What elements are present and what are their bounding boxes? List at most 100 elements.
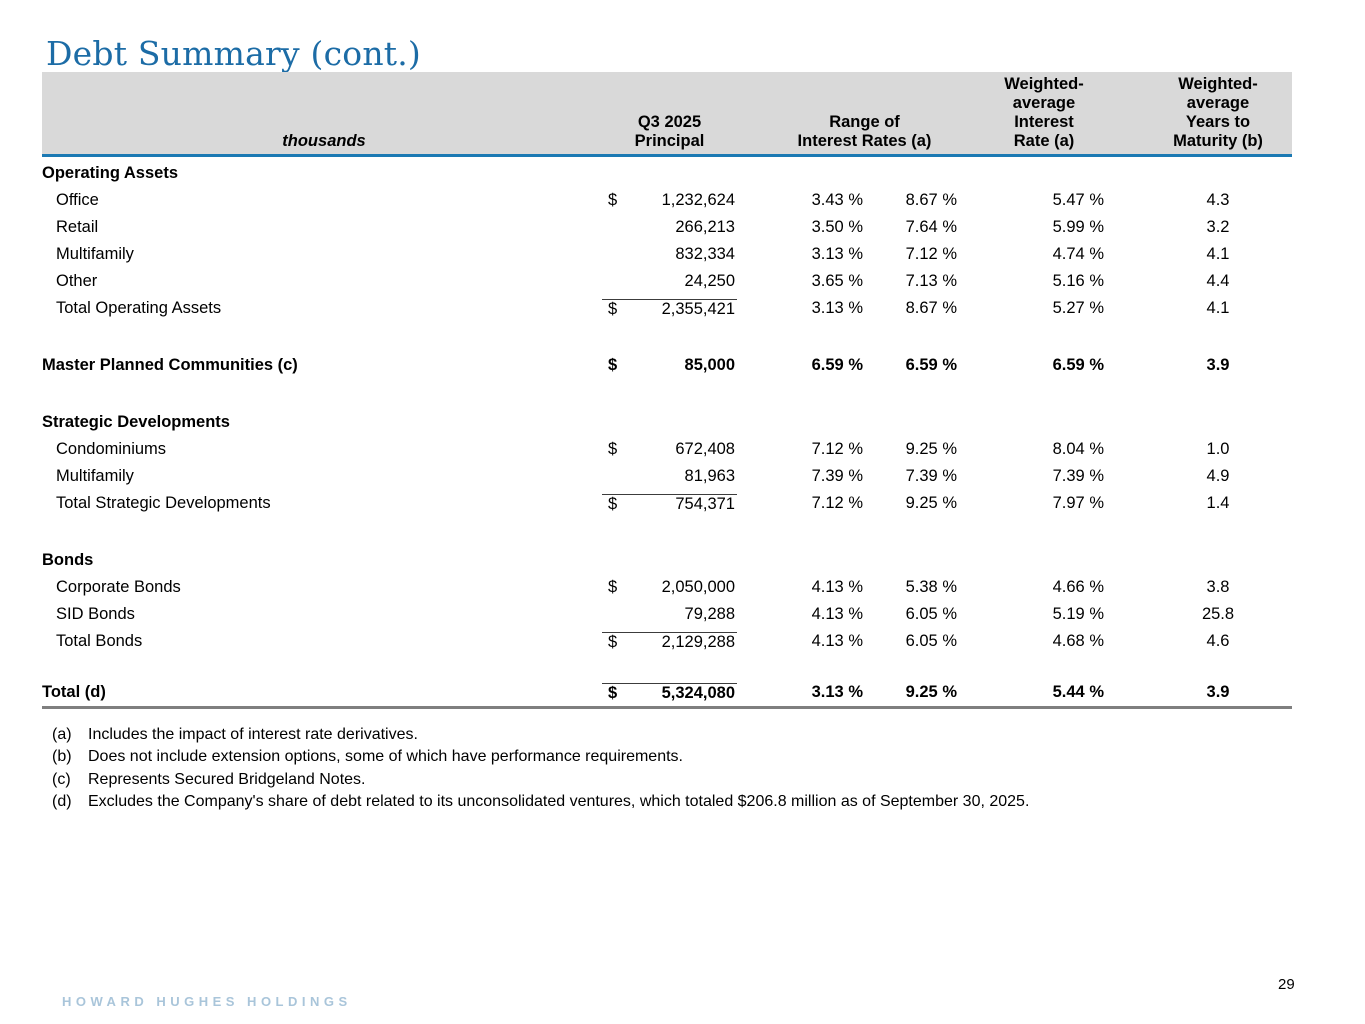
interest-rate-low-value: 7.12 % [811,440,863,458]
principal-value: 1,232,624 [661,191,735,209]
interest-rate-high-value: 9.25 % [905,440,957,458]
col-header-range-of-interest-rates: Range of Interest Rates (a) [797,113,932,150]
table-row: Other 24,250 3.65 % 7.13 % 5.16 % 4.4 [42,268,1292,295]
interest-rate-high-value: 9.25 % [905,494,957,512]
interest-rate-low-value: 3.13 % [811,299,863,317]
principal-dollar-sign: $ [602,493,636,514]
table-row: Total Strategic Developments $754,371 7.12… [42,490,1292,517]
principal-value: 2,129,288 [636,631,737,652]
row-label: Other [56,272,98,290]
principal-value: 81,963 [684,467,735,485]
row-label: Office [56,191,99,209]
table-body: Operating Assets Office $1,232,624 3.43 % 8.… [42,160,1292,709]
table-row: Multifamily 81,963 7.39 % 7.39 % 7.39 % 4.9 [42,463,1292,490]
weighted-avg-years-value: 3.9 [1206,356,1230,374]
principal-value: 754,371 [636,493,737,514]
weighted-avg-interest-rate-value: 4.66 % [1052,578,1104,596]
interest-rate-low-value: 7.39 % [811,467,863,485]
weighted-avg-years-value: 4.1 [1206,299,1230,317]
interest-rate-high-value: 6.05 % [905,605,957,623]
table-row: Corporate Bonds $2,050,000 4.13 % 5.38 % 4.6… [42,574,1292,601]
table-row: Strategic Developments [42,409,1292,436]
row-label: Multifamily [56,467,134,485]
interest-rate-high-value: 6.59 % [905,356,957,374]
interest-rate-low-value: 3.65 % [811,272,863,290]
row-label: Retail [56,218,99,236]
interest-rate-high-value: 6.05 % [905,632,957,650]
principal-dollar-sign: $ [608,356,618,374]
table-row: Operating Assets [42,160,1292,187]
page-title: Debt Summary (cont.) [46,34,421,74]
principal-value: 85,000 [684,356,735,374]
weighted-avg-years-value: 4.9 [1206,467,1230,485]
table-row: Condominiums $672,408 7.12 % 9.25 % 8.04 % 1.… [42,436,1292,463]
principal-value: 266,213 [675,218,735,236]
table-row: Total Operating Assets $2,355,421 3.13 % 8.… [42,295,1292,322]
interest-rate-low-value: 7.12 % [811,494,863,512]
interest-rate-low-value: 6.59 % [811,356,863,374]
principal-dollar-sign: $ [602,631,636,652]
footer-brand: HOWARD HUGHES HOLDINGS [62,994,352,1009]
principal-value: 24,250 [684,272,735,290]
principal-value: 5,324,080 [636,682,737,703]
footnotes: (a) Includes the impact of interest rate … [52,724,1292,813]
weighted-avg-interest-rate-value: 5.19 % [1052,605,1104,623]
row-label: SID Bonds [56,605,135,623]
footnote-text: Includes the impact of interest rate der… [88,726,418,743]
footnote-text: Does not include extension options, some… [88,748,683,766]
footnote-marker: (a) [52,726,72,743]
weighted-avg-years-value: 4.1 [1206,245,1230,263]
footnote-text: Represents Secured Bridgeland Notes. [88,770,366,788]
principal-dollar-sign: $ [608,578,618,596]
weighted-avg-interest-rate-value: 5.16 % [1052,272,1104,290]
row-label: Operating Assets [42,164,179,182]
table-row: Total Bonds $2,129,288 4.13 % 6.05 % 4.68 % 4… [42,628,1292,655]
footnote-item: (a) Includes the impact of interest rate … [52,724,1292,746]
page-number: 29 [1278,976,1295,993]
table-row: SID Bonds 79,288 4.13 % 6.05 % 5.19 % 25.8 [42,601,1292,628]
principal-dollar-sign: $ [608,440,618,458]
principal-value: 672,408 [675,440,735,458]
row-label: Total Bonds [56,632,143,650]
weighted-avg-interest-rate-value: 7.97 % [1052,494,1104,512]
principal-dollar-sign: $ [602,298,636,319]
table-row: Retail 266,213 3.50 % 7.64 % 5.99 % 3.2 [42,214,1292,241]
weighted-avg-years-value: 4.3 [1206,191,1230,209]
weighted-avg-interest-rate-value: 5.27 % [1052,299,1104,317]
interest-rate-high-value: 7.13 % [905,272,957,290]
debt-summary-table: thousands Q3 2025 Principal Range of Int… [42,72,1292,709]
row-label: Strategic Developments [42,413,230,431]
interest-rate-high-value: 7.12 % [905,245,957,263]
interest-rate-low-value: 3.43 % [811,191,863,209]
weighted-avg-years-value: 1.4 [1206,494,1230,512]
weighted-avg-years-value: 4.6 [1206,632,1230,650]
footnote-marker: (c) [52,770,71,788]
interest-rate-high-value: 7.39 % [905,467,957,485]
weighted-avg-years-value: 1.0 [1206,440,1230,458]
table-row: Master Planned Communities (c) $85,000 6.5… [42,352,1292,379]
principal-value: 2,355,421 [636,298,737,319]
interest-rate-low-value: 3.50 % [811,218,863,236]
row-label: Total Strategic Developments [56,494,271,512]
footnote-item: (b) Does not include extension options, s… [52,746,1292,768]
table-row: Multifamily 832,334 3.13 % 7.12 % 4.74 % 4.1 [42,241,1292,268]
footnote-marker: (b) [52,748,72,766]
interest-rate-low-value: 3.13 % [811,683,863,701]
row-label: Bonds [42,551,94,569]
interest-rate-low-value: 4.13 % [811,605,863,623]
weighted-avg-interest-rate-value: 6.59 % [1052,356,1104,374]
principal-value: 79,288 [684,605,735,623]
unit-label: thousands [282,132,366,150]
row-label: Master Planned Communities (c) [42,356,298,374]
footnote-marker: (d) [52,792,72,810]
principal-value: 2,050,000 [661,578,735,596]
interest-rate-low-value: 4.13 % [811,632,863,650]
interest-rate-low-value: 4.13 % [811,578,863,596]
col-header-weighted-avg-interest-rate: Weighted- average Interest Rate (a) [1004,75,1084,150]
footnote-item: (d) Excludes the Company's share of debt … [52,791,1292,813]
interest-rate-high-value: 5.38 % [905,578,957,596]
table-header: thousands Q3 2025 Principal Range of Int… [42,72,1292,157]
principal-dollar-sign: $ [608,191,618,209]
weighted-avg-interest-rate-value: 5.99 % [1052,218,1104,236]
weighted-avg-interest-rate-value: 5.47 % [1052,191,1104,209]
